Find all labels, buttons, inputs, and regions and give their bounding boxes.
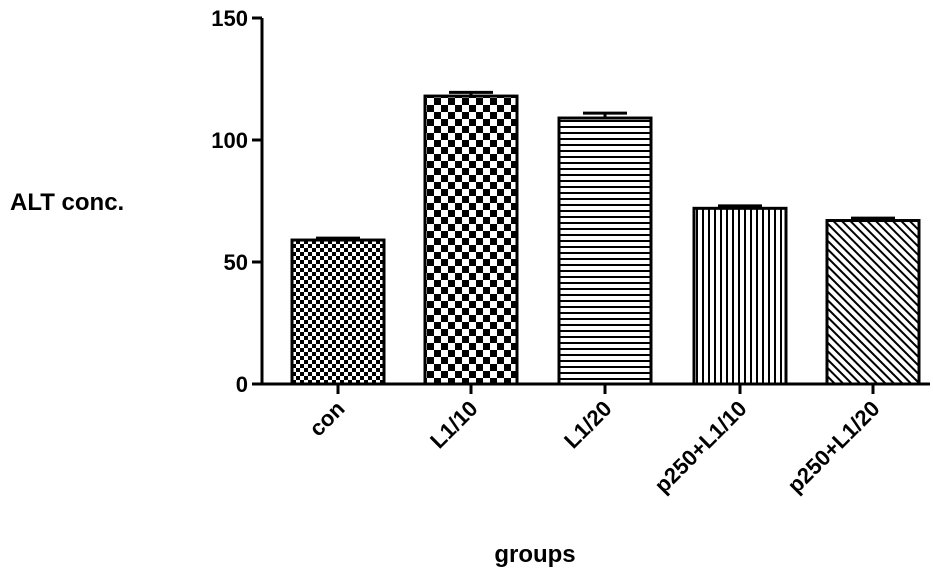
bar-group: [290, 236, 386, 386]
bar: [557, 116, 653, 386]
y-tick-label: 0: [236, 372, 248, 397]
x-tick-label: p250+L1/20: [783, 396, 885, 498]
bar-group: [423, 90, 519, 386]
x-tick-label: p250+L1/10: [650, 396, 752, 498]
y-tick-label: 50: [224, 250, 248, 275]
bar: [692, 206, 788, 386]
bar-group: [557, 111, 653, 386]
bar-group: [825, 216, 921, 386]
bar: [423, 94, 519, 386]
y-tick-label: 100: [211, 128, 248, 153]
x-axis: con L1/10 L1/20 p250+L1/10 p250+L1/20: [262, 382, 930, 498]
y-tick-label: 150: [211, 6, 248, 31]
bars: [290, 90, 921, 386]
y-axis: 0 50 100 150: [211, 6, 264, 397]
y-axis-title: ALT conc.: [10, 189, 124, 216]
bar: [290, 238, 386, 386]
x-axis-title: groups: [494, 541, 575, 568]
bar-group: [692, 204, 788, 386]
bar: [825, 219, 921, 386]
x-tick-label: L1/10: [425, 396, 482, 453]
x-tick-label: L1/20: [559, 396, 616, 453]
x-tick-label: con: [304, 396, 349, 441]
